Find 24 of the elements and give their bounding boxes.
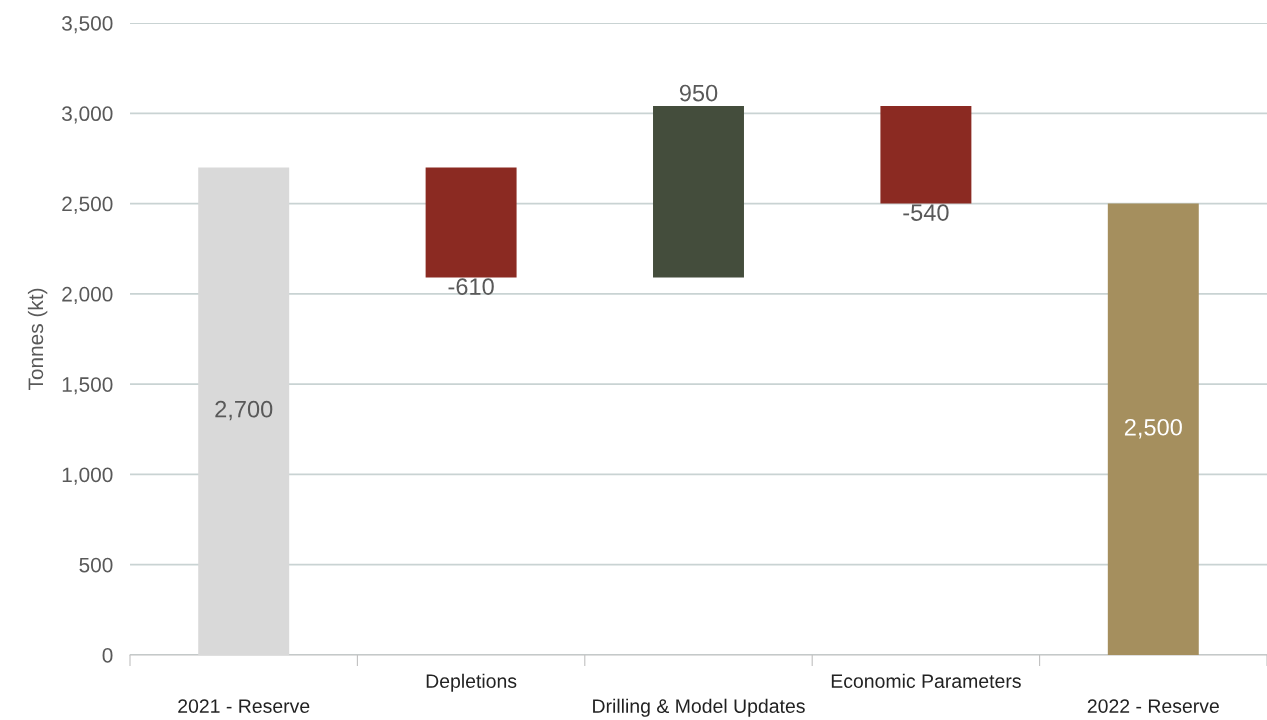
y-axis-title: Tonnes (kt) xyxy=(27,288,48,391)
y-tick-label: 0 xyxy=(102,648,113,663)
x-tick-label: Drilling & Model Updates xyxy=(593,698,805,717)
data-label: 950 xyxy=(679,84,718,102)
y-tick-label: 1,500 xyxy=(62,377,113,395)
x-tick-label: Economic Parameters xyxy=(831,673,1021,688)
y-tick-label: 500 xyxy=(79,557,113,573)
x-tick-label: 2022 - Reserve xyxy=(1087,699,1219,713)
bar xyxy=(880,106,972,204)
data-label: -540 xyxy=(903,204,949,221)
y-tick-label: 3,500 xyxy=(62,16,113,34)
data-label: -610 xyxy=(448,278,494,295)
bar xyxy=(425,167,517,278)
x-tick-label: Depletions xyxy=(426,673,517,692)
y-tick-label: 3,000 xyxy=(62,106,113,124)
bar xyxy=(198,167,290,655)
data-label: 2,700 xyxy=(215,400,273,421)
bar xyxy=(1107,203,1199,655)
x-tick-label: 2021 - Reserve xyxy=(178,699,310,713)
bar xyxy=(653,106,744,278)
y-tick-label: 1,000 xyxy=(62,467,113,485)
data-label: 2,500 xyxy=(1124,418,1182,439)
y-tick-label: 2,000 xyxy=(62,286,113,305)
y-tick-label: 2,500 xyxy=(62,196,113,214)
